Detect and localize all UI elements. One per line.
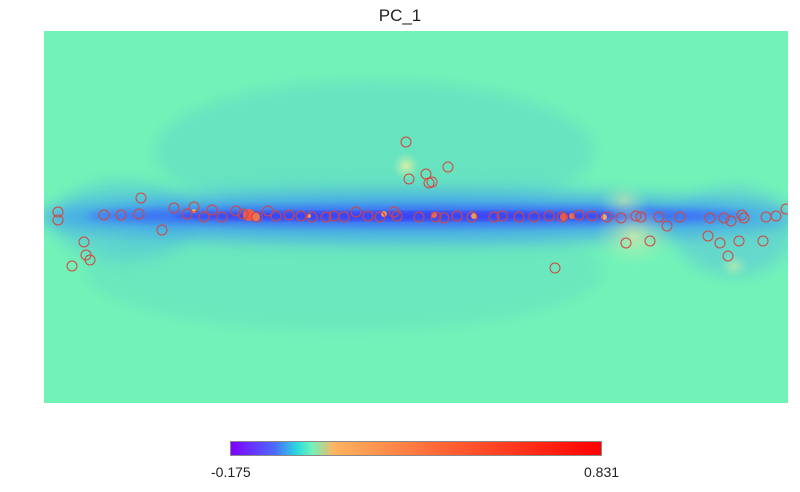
source-circle-46 <box>513 211 525 223</box>
colorbar-max-label: 0.831 <box>584 464 620 480</box>
source-circle-48 <box>543 210 555 222</box>
source-circle-52 <box>601 211 613 223</box>
source-circle-1 <box>52 214 64 226</box>
source-circle-17 <box>230 205 242 217</box>
source-circle-58 <box>661 220 673 232</box>
source-circle-40 <box>430 211 442 223</box>
chart-title: PC_1 <box>378 6 422 25</box>
source-circle-23 <box>295 210 307 222</box>
source-circle-71 <box>757 235 769 247</box>
source-circle-73 <box>770 210 782 222</box>
source-circle-4 <box>84 254 96 266</box>
source-circle-31 <box>388 206 400 218</box>
source-circle-25 <box>320 211 332 223</box>
source-circle-61 <box>549 262 561 274</box>
source-circle-59 <box>653 211 665 223</box>
source-circle-53 <box>615 212 627 224</box>
source-circle-36 <box>423 177 435 189</box>
source-circle-30 <box>374 211 386 223</box>
source-circle-66 <box>722 250 734 262</box>
source-circle-0 <box>52 206 64 218</box>
source-circle-67 <box>725 215 737 227</box>
source-circle-29 <box>362 210 374 222</box>
source-circle-13 <box>188 201 200 213</box>
bubble-southeast <box>719 254 749 278</box>
source-circle-20 <box>262 205 274 217</box>
hotspot-4 <box>471 213 477 219</box>
source-circle-56 <box>620 237 632 249</box>
source-circle-54 <box>630 210 642 222</box>
source-circle-51 <box>586 210 598 222</box>
source-circle-69 <box>733 235 745 247</box>
source-circle-28 <box>350 206 362 218</box>
source-circle-7 <box>98 209 110 221</box>
source-circle-10 <box>156 224 168 236</box>
bubble-north <box>392 152 420 180</box>
source-circle-14 <box>198 211 210 223</box>
source-circle-15 <box>206 204 218 216</box>
source-circle-33 <box>403 173 415 185</box>
source-circle-57 <box>644 235 656 247</box>
source-circle-68 <box>736 209 748 221</box>
source-circle-49 <box>556 211 568 223</box>
source-circle-22 <box>283 209 295 221</box>
source-circle-60 <box>674 211 686 223</box>
source-circle-55 <box>635 211 647 223</box>
source-circle-38 <box>391 210 403 222</box>
source-circle-18 <box>237 208 249 220</box>
source-circle-9 <box>133 208 145 220</box>
source-circle-2 <box>78 236 90 248</box>
source-circle-74 <box>780 203 788 215</box>
source-circle-41 <box>438 212 450 224</box>
hotspot-6 <box>569 213 575 219</box>
source-circle-65 <box>718 212 730 224</box>
source-circle-11 <box>168 202 180 214</box>
source-circle-12 <box>181 208 193 220</box>
source-circle-24 <box>306 211 318 223</box>
source-circle-5 <box>66 260 78 272</box>
source-circles <box>52 136 788 274</box>
source-circle-39 <box>413 211 425 223</box>
source-circle-50 <box>573 209 585 221</box>
source-circle-47 <box>528 211 540 223</box>
hotspot-5 <box>560 213 568 221</box>
source-circle-43 <box>466 211 478 223</box>
bubble-east <box>594 206 674 266</box>
hotspot-1 <box>252 213 260 221</box>
bubble-east-2 <box>599 183 649 219</box>
source-circle-37 <box>442 161 454 173</box>
hotspot-9 <box>307 214 311 218</box>
source-circle-45 <box>496 210 508 222</box>
source-circle-70 <box>738 212 750 224</box>
haze-north <box>154 81 594 221</box>
source-circle-62 <box>702 230 714 242</box>
colorbar-min-label: -0.175 <box>211 464 251 480</box>
source-circle-21 <box>270 210 282 222</box>
source-circle-42 <box>451 210 463 222</box>
colorbar <box>230 441 602 456</box>
plane-core <box>174 211 634 221</box>
source-circle-19 <box>251 211 263 223</box>
source-circle-6 <box>135 192 147 204</box>
source-circle-63 <box>704 212 716 224</box>
source-circle-8 <box>115 209 127 221</box>
source-circle-32 <box>400 136 412 148</box>
source-circle-44 <box>488 211 500 223</box>
source-circle-27 <box>338 211 350 223</box>
source-circle-16 <box>216 211 228 223</box>
source-circle-64 <box>714 237 726 249</box>
sky-map <box>44 31 788 403</box>
